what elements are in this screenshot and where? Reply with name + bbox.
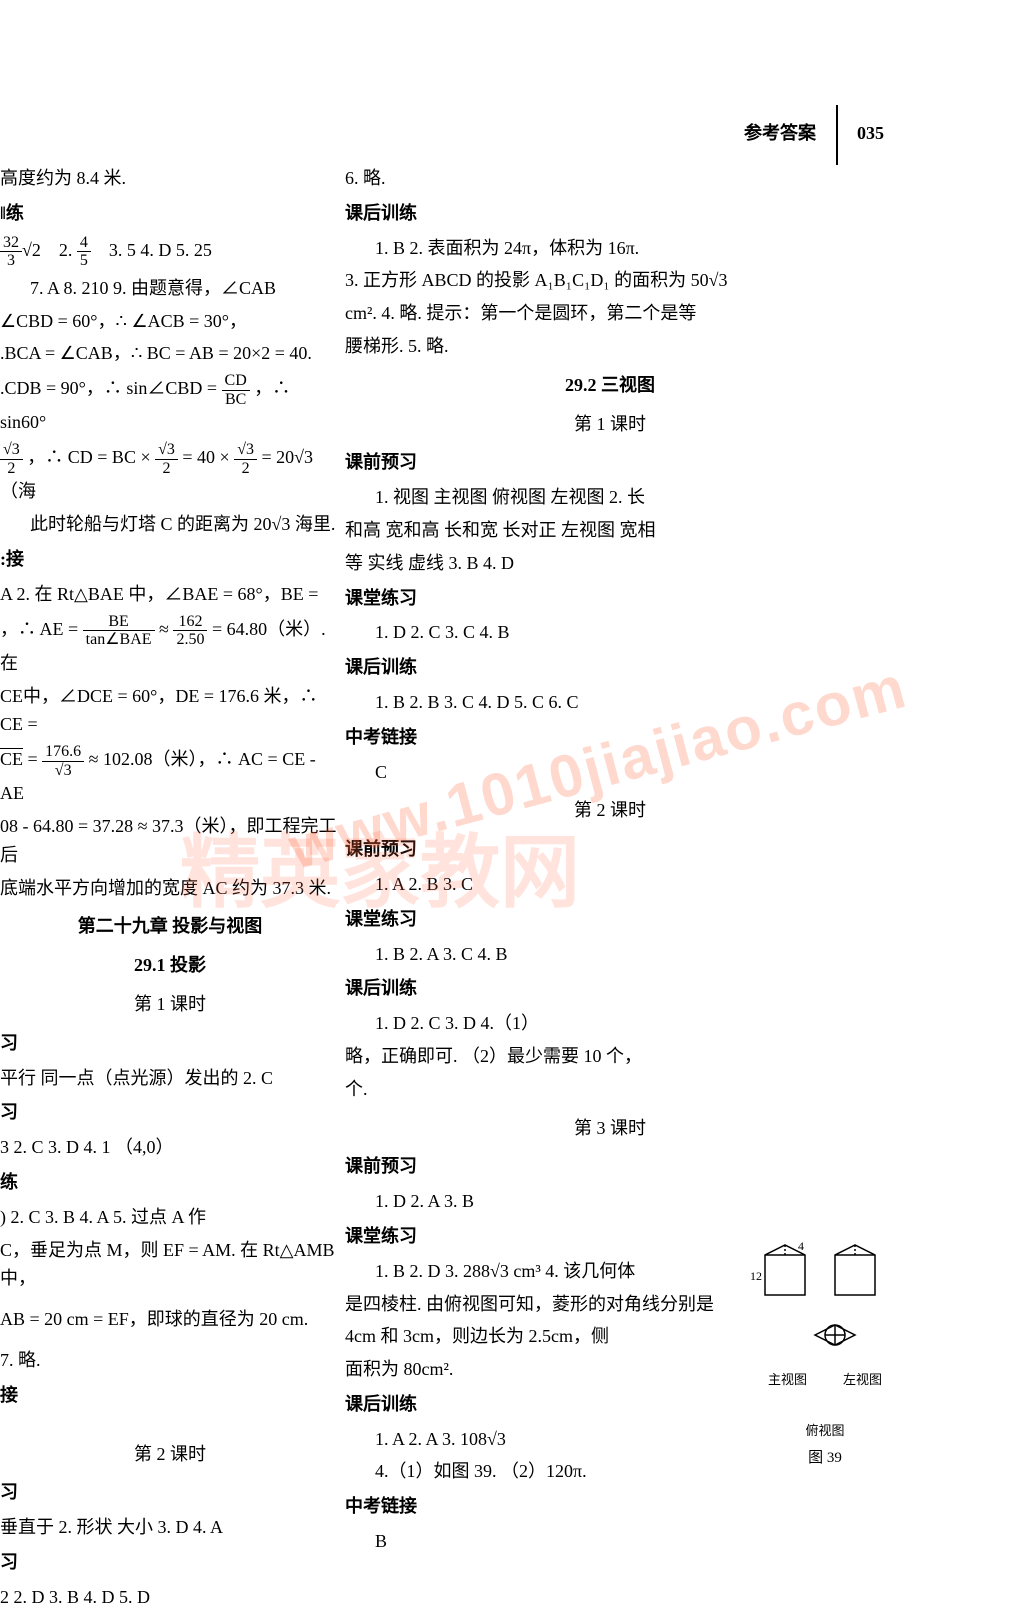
text-line: 6. 略.: [345, 164, 875, 193]
text-line: 7. 略.: [0, 1346, 340, 1375]
view-label: 主视图: [768, 1370, 807, 1391]
text-line: 个.: [345, 1075, 875, 1104]
dim-label: 4: [798, 1240, 804, 1253]
text-line: 平行 同一点（点光源）发出的 2. C: [0, 1064, 340, 1093]
diagram-icon: 4 12: [750, 1240, 900, 1370]
text-line: 3. 正方形 ABCD 的投影 A₁B₁C₁D₁ 的面积为 50√3: [345, 266, 875, 295]
text-line: 习: [0, 1548, 340, 1577]
section-label: 课前预习: [345, 1152, 875, 1181]
header-label: 参考答案: [744, 123, 816, 143]
section-title: 29.1 投影: [0, 951, 340, 980]
text-line: 底端水平方向增加的宽度 AC 约为 37.3 米.: [0, 874, 340, 903]
text-line: :接: [0, 545, 340, 574]
text-line: CE中，∠DCE = 60°，DE = 176.6 米，∴ CE =: [0, 682, 340, 740]
figure-39: 4 12 主视图 左视图 俯视图 图 39: [750, 1240, 900, 1470]
text-line: ) 2. C 3. B 4. A 5. 过点 A 作: [0, 1203, 340, 1232]
page-header: 参考答案 035: [744, 105, 884, 165]
chapter-title: 第二十九章 投影与视图: [0, 912, 340, 941]
text-line: 7. A 8. 210 9. 由题意得，∠CAB: [0, 274, 340, 303]
text-line: 08 - 64.80 = 37.28 ≈ 37.3（米），即工程完工后: [0, 812, 340, 870]
text-line: 1. B 2. B 3. C 4. D 5. C 6. C: [345, 688, 875, 717]
text-line: 高度约为 8.4 米.: [0, 164, 340, 193]
text-line: 此时轮船与灯塔 C 的距离为 20√3 海里.: [0, 510, 340, 539]
text-line: 练: [0, 1168, 340, 1197]
section-label: 课堂练习: [345, 584, 875, 613]
text-line: .BCA = ∠CAB，∴ BC = AB = 20×2 = 40.: [0, 339, 340, 368]
text-line: 接: [0, 1381, 340, 1410]
text-line: 和高 宽和高 长和宽 长对正 左视图 宽相: [345, 516, 875, 545]
text-line: 1. B 2. 表面积为 24π，体积为 16π.: [345, 234, 875, 263]
text-line: 1. D 2. A 3. B: [345, 1187, 875, 1216]
text-line: ‖练: [0, 199, 340, 228]
header-divider: [836, 105, 838, 165]
lesson-title: 第 2 课时: [0, 1440, 340, 1469]
text-line: AB = 20 cm = EF，即球的直径为 20 cm.: [0, 1305, 340, 1334]
section-label: 课后训练: [345, 653, 875, 682]
text-line: 1. 视图 主视图 俯视图 左视图 2. 长: [345, 483, 875, 512]
text-line: 1. A 2. B 3. C: [345, 870, 875, 899]
text-line: 腰梯形. 5. 略.: [345, 332, 875, 361]
text-line: 略，正确即可. （2）最少需要 10 个，: [345, 1042, 875, 1071]
text-line: 习: [0, 1098, 340, 1127]
text-line: √32 ，∴ CD = BC × √32 = 40 × √32 = 20√3（海: [0, 441, 340, 506]
text-line: B: [345, 1527, 875, 1556]
text-line: C: [345, 758, 875, 787]
section-label: 课堂练习: [345, 905, 875, 934]
text-line: CE = 176.6√3 ≈ 102.08（米），∴ AC = CE - AE: [0, 743, 340, 808]
section-label: 课后训练: [345, 974, 875, 1003]
text-line: 习: [0, 1029, 340, 1058]
text-line: 习: [0, 1478, 340, 1507]
figure-caption: 图 39: [750, 1446, 900, 1470]
text-line: A 2. 在 Rt△BAE 中，∠BAE = 68°，BE =: [0, 580, 340, 609]
text-line: ，∴ AE = BEtan∠BAE ≈ 1622.50 = 64.80（米）. …: [0, 613, 340, 678]
dim-label: 12: [750, 1269, 762, 1283]
section-label: 中考链接: [345, 723, 875, 752]
text-line: C，垂足为点 M，则 EF = AM. 在 Rt△AMB 中，: [0, 1236, 340, 1294]
left-column: 高度约为 8.4 米. ‖练 323√2 2. 45 3. 5 4. D 5. …: [0, 160, 340, 1616]
lesson-title: 第 1 课时: [0, 990, 340, 1019]
section-label: 课后训练: [345, 199, 875, 228]
view-label: 左视图: [843, 1370, 882, 1391]
view-label: 俯视图: [750, 1421, 900, 1442]
header-page: 035: [857, 123, 884, 143]
section-label: 课前预习: [345, 835, 875, 864]
lesson-title: 第 3 课时: [345, 1114, 875, 1143]
lesson-title: 第 1 课时: [345, 410, 875, 439]
text-line: 3 2. C 3. D 4. 1 （4,0）: [0, 1133, 340, 1162]
text-line: 1. B 2. A 3. C 4. B: [345, 940, 875, 969]
section-label: 中考链接: [345, 1492, 875, 1521]
lesson-title: 第 2 课时: [345, 796, 875, 825]
text-line: .CDB = 90°，∴ sin∠CBD = CDBC ，∴ sin60°: [0, 372, 340, 437]
section-label: 课前预习: [345, 448, 875, 477]
text-line: 1. D 2. C 3. D 4.（1）: [345, 1009, 875, 1038]
text-line: 323√2 2. 45 3. 5 4. D 5. 25: [0, 234, 340, 270]
text-line: 2 2. D 3. B 4. D 5. D: [0, 1583, 340, 1612]
text-line: cm². 4. 略. 提示：第一个是圆环，第二个是等: [345, 299, 875, 328]
text-line: 垂直于 2. 形状 大小 3. D 4. A: [0, 1513, 340, 1542]
text-line: 等 实线 虚线 3. B 4. D: [345, 549, 875, 578]
text-line: 1. D 2. C 3. C 4. B: [345, 618, 875, 647]
text-line: ∠CBD = 60°，∴ ∠ACB = 30°，: [0, 307, 340, 336]
section-title: 29.2 三视图: [345, 371, 875, 400]
